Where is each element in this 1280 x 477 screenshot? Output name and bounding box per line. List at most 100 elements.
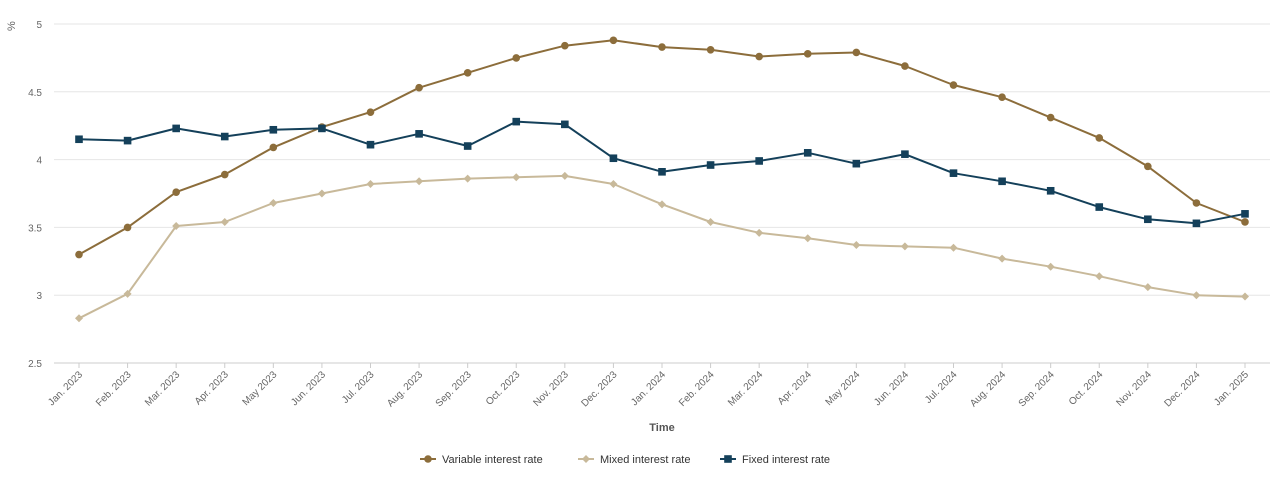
x-tick-label: Nov. 2024: [1114, 369, 1154, 409]
mixed-interest-rate-point: [900, 242, 909, 251]
fixed-interest-rate-point: [366, 140, 375, 149]
x-tick-label: Dec. 2023: [580, 369, 620, 409]
legend-label: Variable interest rate: [442, 454, 543, 466]
x-tick-label: Sep. 2023: [434, 369, 474, 409]
mixed-interest-rate-point: [706, 217, 715, 226]
gridlines: [54, 23, 1270, 364]
x-tick-label: Feb. 2023: [94, 369, 134, 409]
variable-interest-rate-point: [561, 41, 569, 50]
x-tick-label: May 2024: [824, 369, 863, 408]
variable-interest-rate-series: [75, 36, 1249, 259]
variable-interest-rate-point: [220, 170, 229, 179]
x-tick-label: Jun. 2023: [289, 369, 328, 408]
mixed-interest-rate-point: [1095, 272, 1104, 281]
y-tick-label: 4: [36, 156, 42, 167]
variable-interest-rate-point: [1095, 134, 1104, 142]
series-layer: [75, 36, 1249, 323]
variable-interest-rate-point: [609, 36, 618, 45]
y-tick-label: 2.5: [28, 359, 42, 370]
variable-interest-rate-point: [658, 43, 666, 51]
fixed-interest-rate-point: [949, 169, 958, 177]
mixed-interest-rate-point: [317, 189, 326, 198]
x-axis-ticks: Jan. 2023 Feb. 2023 Mar. 2023 Apr. 2023 May …: [46, 363, 1251, 409]
legend-item-variable-interest-rate[interactable]: Variable interest rate: [420, 454, 543, 466]
variable-interest-rate-point: [998, 93, 1006, 102]
mixed-interest-rate-point: [172, 222, 181, 231]
mixed-interest-rate-point: [560, 171, 569, 180]
y-tick-label: 3: [36, 291, 42, 302]
x-axis-label: Time: [649, 422, 674, 434]
variable-interest-rate-point: [123, 223, 132, 232]
variable-interest-rate-point: [852, 48, 861, 57]
variable-interest-rate-point: [269, 143, 278, 152]
mixed-interest-rate-point: [658, 200, 666, 209]
variable-interest-rate-point: [366, 108, 375, 116]
mixed-interest-rate-point: [415, 177, 424, 186]
mixed-interest-rate-point: [803, 234, 812, 243]
fixed-interest-rate-point: [512, 117, 521, 126]
variable-interest-rate-point: [901, 62, 909, 70]
fixed-interest-rate-point: [269, 125, 278, 134]
variable-interest-rate-point: [1192, 199, 1201, 207]
fixed-interest-rate-point: [75, 135, 83, 144]
mixed-interest-rate-point: [609, 180, 618, 189]
y-tick-label: 4.5: [28, 88, 42, 99]
mixed-interest-rate-point: [366, 180, 375, 189]
fixed-interest-rate-point: [415, 130, 423, 138]
mixed-interest-rate-point: [1046, 262, 1055, 271]
x-tick-label: May 2023: [241, 369, 280, 408]
x-tick-label: Jan. 2023: [46, 369, 85, 408]
variable-interest-rate-point: [172, 188, 180, 196]
mixed-interest-rate-point: [755, 228, 764, 237]
variable-interest-rate-point: [463, 69, 472, 77]
fixed-interest-rate-point: [1192, 219, 1201, 228]
variable-interest-rate-point: [75, 250, 83, 259]
fixed-interest-rate-point: [658, 168, 666, 176]
fixed-interest-rate-point: [1095, 203, 1104, 211]
fixed-interest-rate-point: [172, 124, 180, 133]
fixed-interest-rate-series: [75, 117, 1249, 228]
mixed-interest-rate-point: [463, 174, 472, 183]
legend-label: Fixed interest rate: [742, 454, 830, 466]
legend-marker-icon: [582, 455, 590, 463]
fixed-interest-rate-point: [123, 136, 132, 145]
legend: Variable interest rate Mixed interest rat…: [420, 454, 830, 466]
legend-item-mixed-interest-rate[interactable]: Mixed interest rate: [578, 454, 690, 466]
x-tick-label: Mar. 2023: [143, 369, 183, 409]
fixed-interest-rate-point: [1046, 186, 1055, 195]
legend-item-fixed-interest-rate[interactable]: Fixed interest rate: [720, 454, 830, 466]
mixed-interest-rate-point: [852, 241, 861, 250]
x-tick-label: Jan. 2025: [1212, 369, 1251, 408]
mixed-interest-rate-series: [75, 171, 1249, 323]
x-tick-label: Jun. 2024: [872, 369, 911, 408]
variable-interest-rate-point: [1241, 218, 1249, 226]
y-axis-ticks: 2.5 3 3.5 4 4.5 5: [28, 20, 42, 370]
fixed-interest-rate-point: [803, 149, 812, 157]
mixed-interest-rate-point: [123, 289, 132, 298]
x-tick-label: Aug. 2023: [385, 369, 425, 409]
fixed-interest-rate-point: [463, 142, 472, 150]
variable-interest-rate-line: [78, 39, 1246, 256]
fixed-interest-rate-point: [706, 161, 715, 169]
y-axis-label: %: [6, 21, 18, 31]
variable-interest-rate-point: [1046, 113, 1055, 122]
x-tick-label: Oct. 2024: [1067, 369, 1106, 408]
x-tick-label: Jul. 2024: [923, 369, 960, 406]
x-tick-label: Oct. 2023: [484, 369, 523, 408]
variable-interest-rate-point: [415, 83, 423, 92]
variable-interest-rate-point: [512, 54, 521, 62]
x-tick-label: Nov. 2023: [531, 369, 571, 409]
mixed-interest-rate-point: [1192, 291, 1201, 300]
legend-marker-icon: [424, 455, 432, 463]
x-tick-label: Mar. 2024: [726, 369, 766, 409]
fixed-interest-rate-point: [901, 150, 909, 158]
mixed-interest-rate-point: [269, 198, 278, 207]
fixed-interest-rate-point: [998, 177, 1006, 186]
variable-interest-rate-point: [1144, 162, 1152, 171]
x-tick-label: Dec. 2024: [1163, 369, 1203, 409]
mixed-interest-rate-point: [949, 243, 958, 252]
variable-interest-rate-point: [803, 50, 812, 58]
fixed-interest-rate-point: [609, 154, 618, 163]
fixed-interest-rate-point: [1144, 215, 1152, 224]
